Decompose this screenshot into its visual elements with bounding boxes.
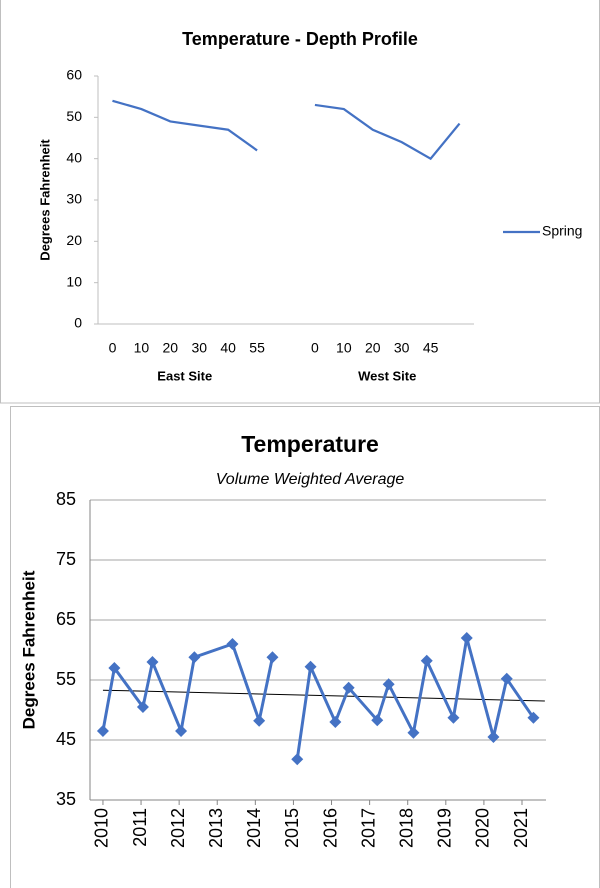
data-point bbox=[371, 714, 384, 727]
data-point bbox=[136, 701, 149, 713]
chart-title: Temperature - Depth Profile bbox=[182, 29, 418, 49]
x-tick-label: 30 bbox=[191, 340, 207, 356]
data-point bbox=[407, 726, 420, 739]
chart-frame bbox=[0, 0, 600, 404]
x-tick-label: 45 bbox=[423, 340, 439, 356]
y-tick-label: 30 bbox=[66, 191, 82, 207]
data-point bbox=[253, 714, 266, 727]
y-axis-label: Degrees Fahrenheit bbox=[37, 139, 52, 261]
data-point bbox=[108, 662, 121, 674]
y-tick-label: 40 bbox=[66, 149, 82, 165]
data-point bbox=[487, 731, 500, 743]
y-tick-label: 0 bbox=[74, 315, 82, 331]
y-tick-label: 55 bbox=[56, 669, 76, 689]
x-tick-label: 10 bbox=[336, 340, 352, 356]
x-tick-label: 10 bbox=[134, 340, 150, 356]
x-tick-label: 2018 bbox=[396, 808, 416, 848]
x-tick-label: 2011 bbox=[130, 808, 150, 847]
x-tick-label: 2013 bbox=[206, 808, 226, 848]
x-tick-label: 0 bbox=[109, 340, 117, 356]
x-tick-label: 2017 bbox=[358, 808, 378, 848]
y-tick-label: 75 bbox=[56, 549, 76, 569]
y-tick-label: 85 bbox=[56, 489, 76, 509]
y-tick-label: 65 bbox=[56, 609, 76, 629]
data-point bbox=[96, 725, 109, 737]
chart-subtitle: Volume Weighted Average bbox=[216, 471, 405, 488]
x-tick-label: 30 bbox=[394, 340, 410, 356]
y-tick-label: 45 bbox=[56, 729, 76, 749]
data-point bbox=[226, 638, 239, 650]
data-point bbox=[342, 681, 355, 694]
x-tick-label: 2021 bbox=[511, 808, 531, 848]
x-tick-label: 2016 bbox=[320, 808, 340, 848]
data-point bbox=[146, 656, 159, 668]
data-point bbox=[329, 716, 342, 728]
data-line bbox=[112, 99, 461, 161]
y-tick-label: 20 bbox=[66, 232, 82, 248]
data-point bbox=[460, 632, 473, 644]
data-point bbox=[266, 651, 279, 664]
x-tick-label: 2020 bbox=[473, 808, 493, 848]
y-axis-label: Degrees Fahrenheit bbox=[19, 570, 38, 729]
x-tick-label: 2014 bbox=[244, 808, 264, 848]
data-point bbox=[291, 753, 304, 766]
chart-title: Temperature bbox=[241, 431, 379, 457]
legend-label: Spring bbox=[542, 223, 582, 239]
data-point bbox=[420, 654, 433, 667]
x-tick-label: 2012 bbox=[168, 808, 188, 848]
x-tick-label: 0 bbox=[311, 340, 319, 356]
x-tick-label: 40 bbox=[220, 340, 236, 356]
data-point bbox=[500, 672, 513, 685]
chart-frame bbox=[10, 406, 600, 888]
group-label: East Site bbox=[157, 368, 212, 383]
group-label: West Site bbox=[358, 368, 416, 383]
y-tick-label: 60 bbox=[66, 67, 82, 83]
x-tick-label: 2015 bbox=[282, 808, 302, 848]
y-tick-label: 35 bbox=[56, 789, 76, 809]
x-tick-label: 20 bbox=[163, 340, 179, 356]
data-point bbox=[188, 651, 201, 664]
data-point bbox=[447, 711, 460, 724]
x-tick-label: 2010 bbox=[92, 808, 112, 848]
x-tick-label: 2019 bbox=[435, 808, 455, 848]
x-tick-label: 20 bbox=[365, 340, 381, 356]
x-tick-label: 55 bbox=[249, 340, 265, 356]
data-point bbox=[382, 678, 395, 691]
data-point bbox=[527, 711, 540, 724]
data-point bbox=[175, 725, 188, 737]
y-tick-label: 50 bbox=[66, 108, 82, 124]
data-point bbox=[304, 660, 317, 673]
y-tick-label: 10 bbox=[66, 273, 82, 289]
